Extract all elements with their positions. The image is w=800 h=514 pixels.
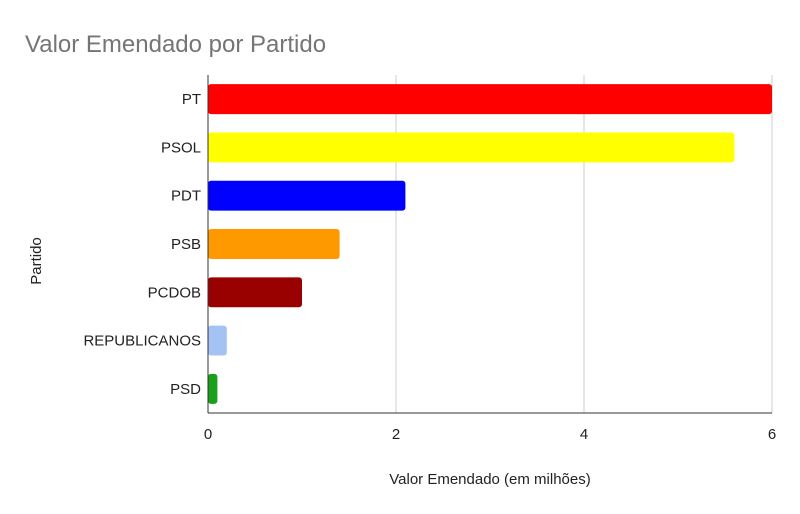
axes	[207, 75, 772, 414]
category-label: PT	[182, 91, 201, 108]
bar-psb	[208, 229, 340, 259]
category-label: REPUBLICANOS	[83, 333, 201, 350]
gridlines	[395, 75, 773, 413]
x-axis-title: Valor Emendado (em milhões)	[389, 471, 590, 488]
x-tick-label: 6	[768, 426, 776, 443]
bars	[208, 84, 772, 404]
x-tick-labels: 0 2 4 6	[204, 426, 776, 443]
chart-title: Valor Emendado por Partido	[25, 31, 326, 58]
category-label: PDT	[171, 188, 201, 205]
bar-psd	[208, 373, 218, 404]
bar-republicanos	[208, 325, 227, 356]
bar-psol	[208, 132, 735, 163]
bar-pt	[208, 84, 772, 115]
bar-pcdob	[208, 277, 302, 308]
category-label: PCDOB	[148, 284, 201, 301]
bar-pdt	[208, 180, 406, 211]
category-labels: PT PSOL PDT PSB PCDOB REPUBLICANOS PSD	[83, 91, 201, 398]
category-label: PSD	[170, 381, 201, 398]
x-tick-label: 2	[392, 426, 400, 443]
x-tick-label: 4	[580, 426, 588, 443]
category-label: PSB	[171, 236, 201, 253]
x-tick-label: 0	[204, 426, 212, 443]
category-label: PSOL	[161, 139, 201, 156]
y-axis-title: Partido	[28, 237, 45, 285]
